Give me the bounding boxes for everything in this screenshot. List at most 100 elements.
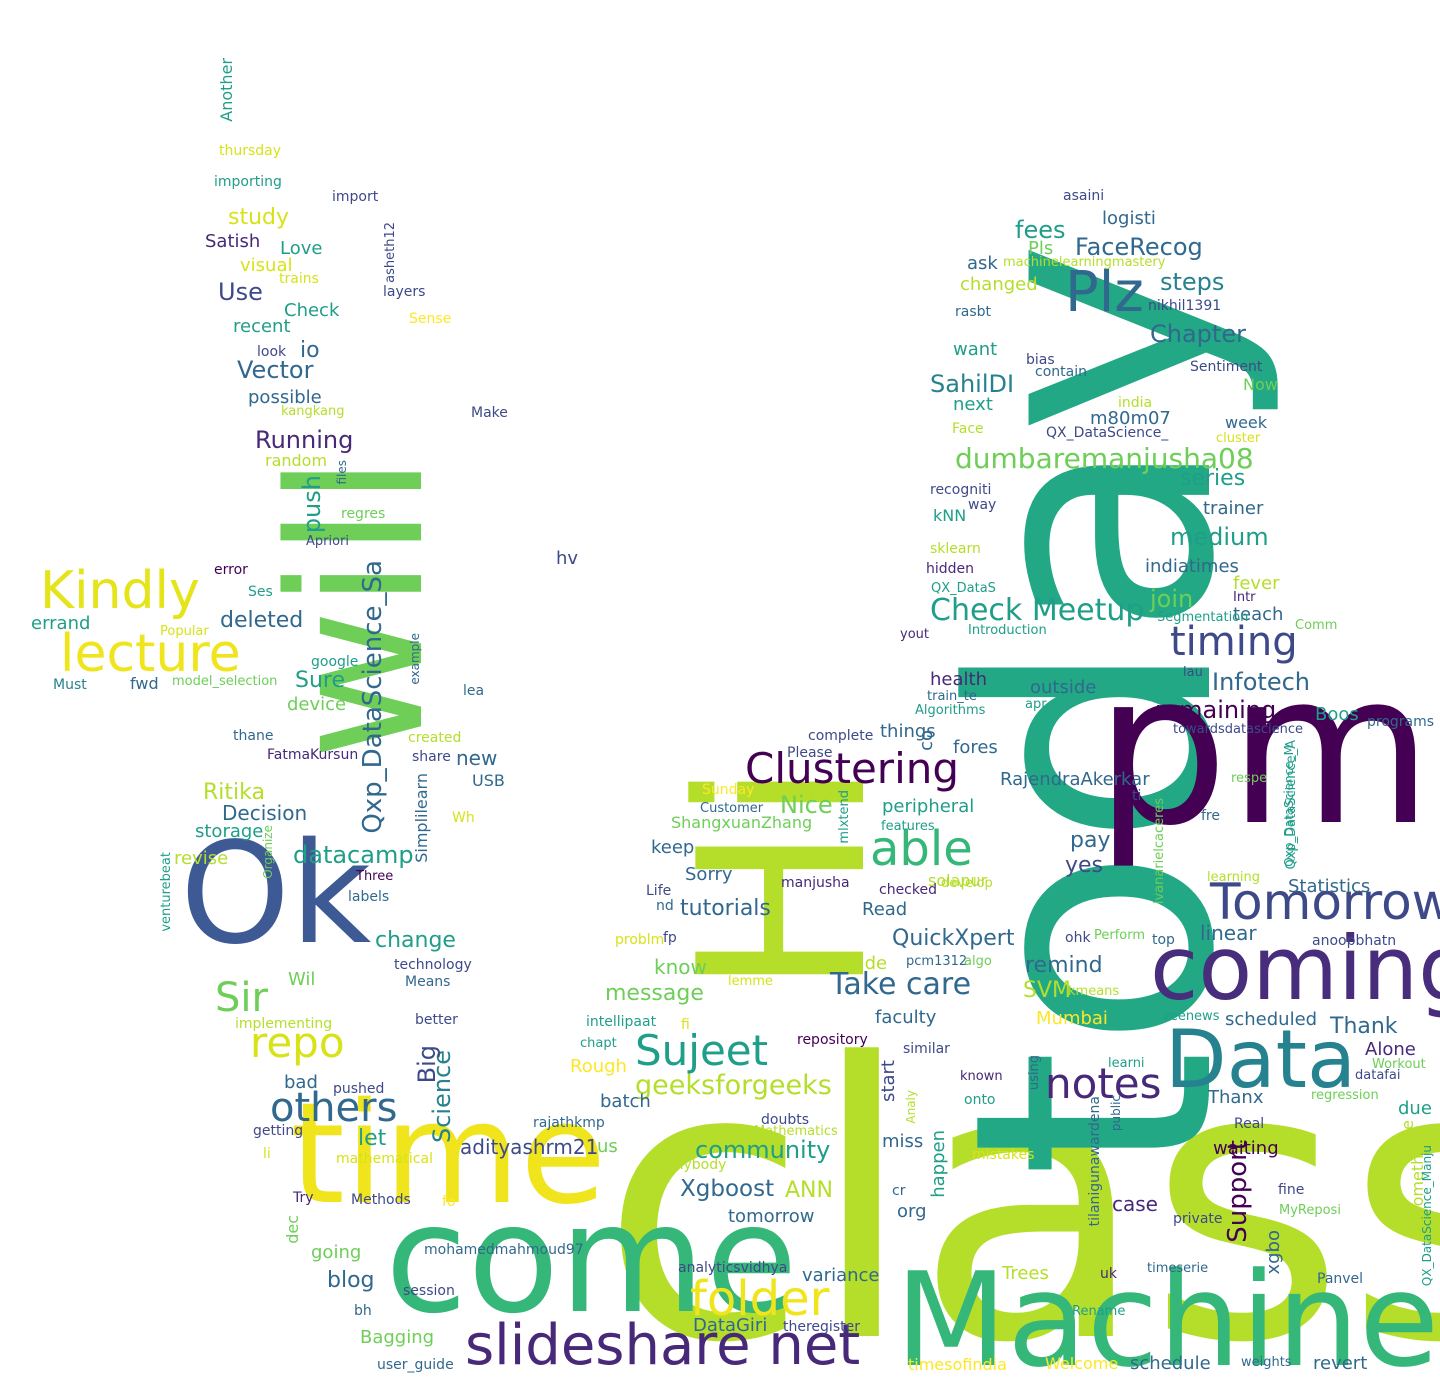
word-better: better [415, 1012, 458, 1028]
word-apr: apr [1025, 697, 1047, 712]
word-problm: problm [615, 932, 665, 948]
word-tilanigunawardena: tilanigunawardena [1087, 1096, 1103, 1227]
word-methods: Methods [351, 1192, 411, 1208]
word-linear: linear [1200, 921, 1257, 945]
word-study: study [228, 205, 290, 230]
word-week: week [1225, 413, 1268, 432]
word-pay: pay [1070, 828, 1111, 853]
word-medium: medium [1170, 523, 1269, 551]
word-come: come [385, 1173, 798, 1347]
word-pm: pm [1095, 627, 1433, 872]
word-folder: folder [690, 1271, 830, 1327]
word-change: change [375, 928, 456, 953]
word-towardsdatascience: towardsdatascience [1173, 722, 1303, 737]
word-storage: storage [195, 821, 264, 842]
word-xgbo: xgbo [1263, 1230, 1284, 1275]
word-features: features [881, 819, 935, 834]
word-technology: technology [394, 957, 472, 973]
word-indiatimes: indiatimes [1145, 556, 1239, 577]
word-model-selection: model_selection [172, 674, 278, 689]
word-usb: USB [472, 771, 505, 790]
word-learni: learni [1108, 1056, 1145, 1071]
word-use: Use [218, 278, 263, 306]
word-tutorials: tutorials [680, 896, 771, 921]
word-plz: Plz [1065, 260, 1144, 325]
word-push: push [298, 475, 326, 534]
word-let: let [358, 1126, 387, 1151]
word-sahildi: SahilDI [930, 370, 1015, 398]
word-perform: Perform [1094, 928, 1146, 943]
word-getting: getting [253, 1123, 304, 1139]
word-mumbai: Mumbai [1036, 1008, 1108, 1029]
word-new: new [456, 746, 498, 770]
word-learning: learning [1207, 870, 1261, 885]
word-xgboost: Xgboost [680, 1176, 775, 1202]
word-data: Data [1165, 1013, 1357, 1106]
word-rename: Rename [1072, 1304, 1126, 1319]
word-public: public [1109, 1095, 1123, 1132]
word-revise: revise [174, 848, 229, 869]
word-logisti: logisti [1102, 208, 1156, 229]
word-chapt: chapt [580, 1036, 617, 1051]
word-read: Read [862, 899, 908, 920]
word-anoopbhatn: anoopbhatn [1312, 933, 1397, 949]
word-qx-datascience-manju: QX_DataScience_Manju [1420, 1145, 1434, 1287]
word-nd: nd [656, 898, 674, 914]
word-variance: variance [802, 1265, 880, 1286]
word-datagiri: DataGiri [693, 1315, 768, 1336]
word-recent: recent [233, 316, 291, 337]
word-decision: Decision [222, 801, 308, 825]
word-user-guide: user_guide [377, 1357, 454, 1373]
word-start: start [878, 1060, 899, 1102]
word-mistakes: mistakes [972, 1147, 1035, 1163]
word-next: next [953, 394, 993, 415]
word-way: way [968, 497, 997, 513]
word-qxp-datascience-m: Qxp_DataScience_M [1282, 745, 1296, 867]
word-known: known [960, 1069, 1003, 1084]
word-cluster: cluster [1216, 431, 1261, 446]
word-blog: blog [327, 1268, 375, 1293]
word-join: join [1150, 585, 1194, 613]
word-pushed: pushed [333, 1081, 385, 1097]
word-now: Now [1243, 375, 1278, 394]
word-top: top [1152, 932, 1175, 948]
word-algo: algo [964, 954, 992, 969]
word-thursday: thursday [219, 143, 282, 159]
word-lau: lau [1183, 665, 1203, 680]
word-layers: layers [383, 284, 426, 300]
word-fine: fine [1278, 1182, 1305, 1198]
word-session: session [403, 1283, 455, 1299]
word-trains: trains [279, 271, 319, 287]
word-svm: SVM [1023, 978, 1071, 1003]
word-private: private [1173, 1211, 1223, 1227]
word-health: health [930, 669, 987, 690]
word-big: Big [413, 1045, 441, 1084]
word-customer: Customer [700, 801, 764, 816]
word-adityashrm21: adityashrm21 [460, 1135, 599, 1159]
word-onto: onto [964, 1092, 996, 1108]
word-rajathkmp: rajathkmp [533, 1115, 605, 1131]
word-miss: miss [882, 1131, 924, 1152]
word-analyticsvidhya: analyticsvidhya [678, 1260, 788, 1276]
word-error: error [214, 562, 248, 578]
word-machine: Machine [895, 1244, 1440, 1380]
word-datacamp: datacamp [293, 841, 414, 869]
word-peripheral: peripheral [882, 796, 975, 817]
word-visual: visual [240, 255, 293, 276]
word-able: able [870, 821, 973, 877]
word-going: going [311, 1242, 362, 1263]
word-cr: cr [892, 1183, 906, 1199]
word-revert: revert [1313, 1353, 1368, 1374]
word-ohk: ohk [1065, 930, 1091, 946]
word-mathematics: Mathematics [754, 1124, 838, 1139]
word-mathematical: mathematical [336, 1151, 433, 1167]
word-contain: contain [1035, 364, 1087, 380]
word-donifide: Donifide [812, 953, 888, 974]
word-case: case [1112, 1192, 1158, 1216]
word-satish: Satish [205, 231, 261, 252]
word-must: Must [53, 677, 87, 693]
word-deleted: deleted [220, 608, 304, 633]
word-community: community [695, 1136, 831, 1164]
word-trainer: trainer [1203, 498, 1264, 519]
word-bh: bh [354, 1303, 372, 1319]
